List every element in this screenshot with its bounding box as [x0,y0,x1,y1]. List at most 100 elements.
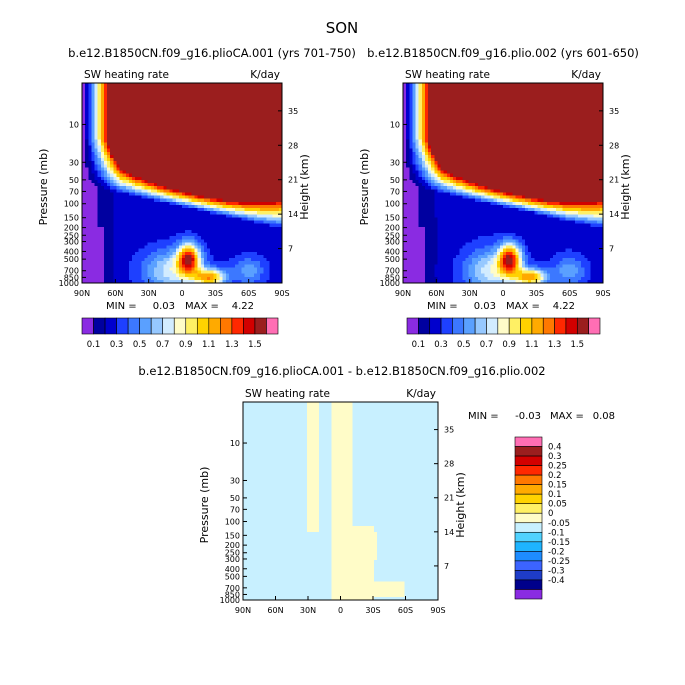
contour-cell [253,217,258,221]
contour-cell [250,220,255,225]
contour-cell [175,189,180,193]
contour-cell [210,111,214,115]
contour-cell [263,254,267,259]
contour-cell [153,264,158,268]
contour-cell [128,211,133,215]
contour-cell [443,108,448,112]
contour-cell [587,104,591,109]
contour-cell [506,111,510,115]
contour-cell [163,133,167,137]
contour-cell [94,226,99,231]
contour-cell [571,92,576,96]
contour-cell [225,161,230,165]
contour-cell [94,136,99,140]
contour-cell [116,229,120,234]
contour-cell [244,208,249,212]
contour-cell [157,129,161,134]
contour-cell [122,167,127,171]
contour-cell [216,111,220,115]
contour-cell [82,145,86,150]
contour-cell [107,173,111,178]
contour-cell [100,179,105,184]
contour-cell [97,251,102,256]
contour-cell [163,161,167,165]
contour-cell [160,179,164,184]
contour-cell [110,83,114,87]
contour-cell [266,273,270,278]
contour-cell [107,270,111,275]
contour-cell [257,173,261,178]
contour-cell [116,120,120,125]
contour-cell [200,158,205,162]
contour-cell [225,179,230,184]
contour-cell [260,111,264,115]
contour-cell [403,101,407,106]
contour-cell [82,98,86,103]
contour-cell [207,145,211,150]
contour-cell [257,176,261,181]
contour-cell [188,89,192,93]
contour-cell [144,248,149,253]
contour-cell [440,92,445,96]
contour-cell [119,145,124,150]
contour-cell [471,83,476,87]
contour-cell [269,251,274,256]
contour-cell [266,220,270,225]
contour-cell [116,142,120,146]
contour-cell [88,245,92,250]
contour-cell [138,173,142,178]
contour-cell [144,83,149,87]
contour-cell [222,142,227,146]
contour-cell [543,92,548,96]
contour-cell [94,214,99,218]
contour-cell [449,117,454,121]
contour-cell [275,86,280,90]
contour-cell [188,183,192,187]
contour-cell [216,208,220,212]
contour-cell [144,264,149,268]
contour-cell [166,104,170,109]
contour-cell [113,92,117,96]
contour-cell [175,142,180,146]
contour-cell [474,92,479,96]
contour-cell [97,217,102,221]
contour-cell [107,226,111,231]
contour-cell [210,226,214,231]
contour-cell [275,167,280,171]
contour-cell [474,114,479,118]
contour-cell [235,92,239,96]
contour-cell [528,89,532,93]
contour-cell [166,233,170,237]
contour-cell [132,114,136,118]
contour-cell [247,89,252,93]
contour-cell [150,133,155,137]
contour-cell [278,161,283,165]
contour-cell [116,233,120,237]
contour-cell [163,217,167,221]
contour-cell [244,214,249,218]
contour-cell [97,245,102,250]
contour-cell [113,211,117,215]
contour-cell [565,111,570,115]
contour-cell [543,98,548,103]
contour-cell [278,148,283,153]
contour-cell [537,114,541,118]
contour-cell [203,226,208,231]
contour-cell [253,92,258,96]
contour-cell [568,117,573,121]
contour-cell [116,95,120,100]
contour-cell [122,236,127,240]
contour-cell [275,92,280,96]
contour-cell [160,201,164,206]
contour-cell [172,195,177,200]
contour-cell [194,167,199,171]
contour-cell [578,104,582,109]
contour-cell [440,101,445,106]
contour-cell [562,111,566,115]
contour-cell [122,226,127,231]
contour-cell [197,248,202,253]
contour-cell [97,126,102,131]
contour-cell [138,204,142,209]
contour-cell [257,114,261,118]
contour-cell [244,104,249,109]
